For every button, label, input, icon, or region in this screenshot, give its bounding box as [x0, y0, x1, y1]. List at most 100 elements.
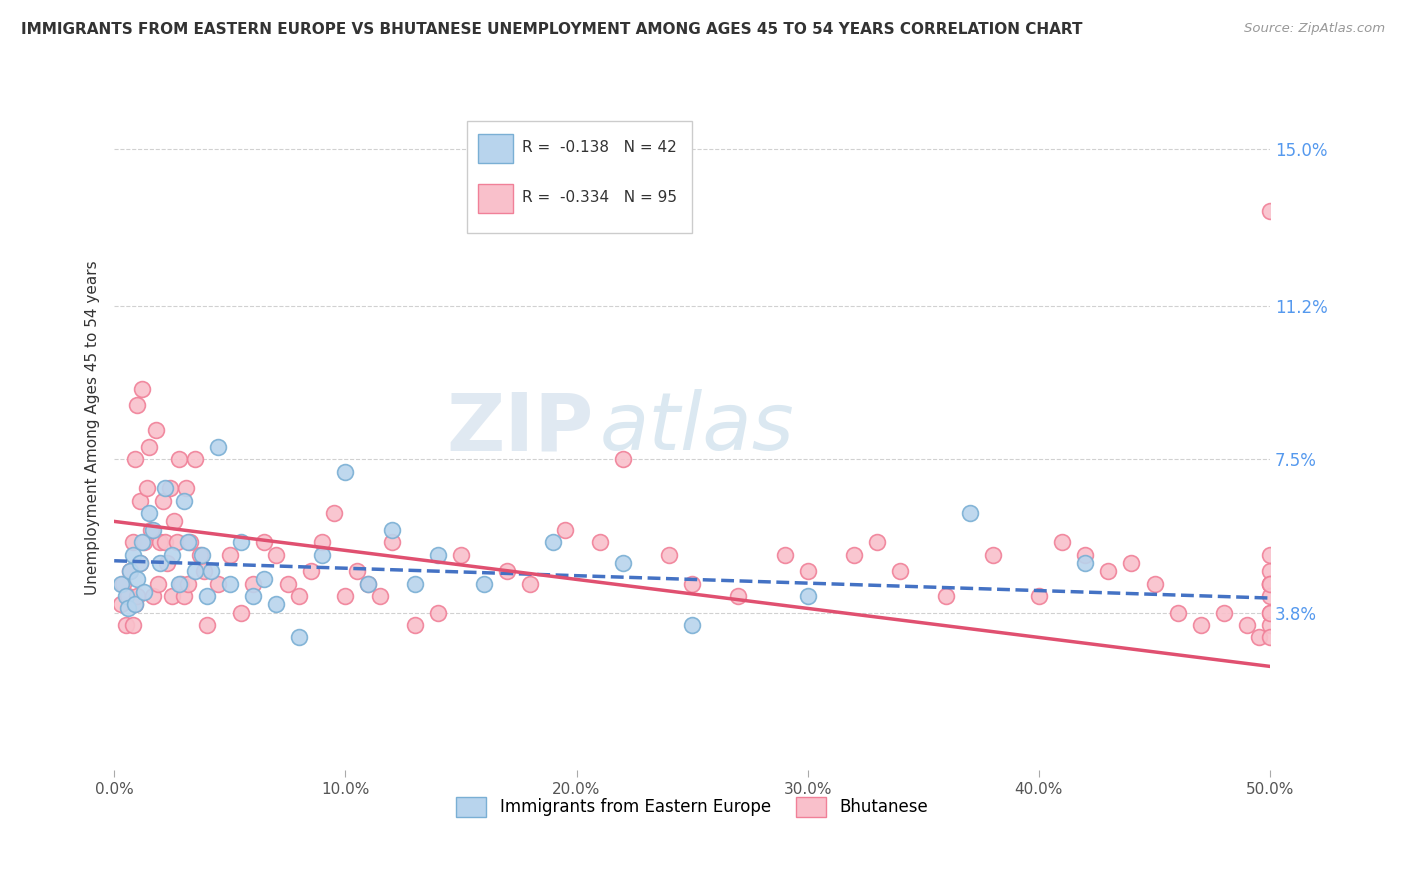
Point: [184, 564, 207, 578]
Point: [138, 506, 160, 520]
Point: [218, 576, 240, 591]
Point: [142, 523, 165, 537]
Point: [1258, 606, 1281, 620]
Text: atlas: atlas: [600, 389, 794, 467]
Point: [277, 576, 299, 591]
Point: [368, 589, 391, 603]
Point: [381, 523, 404, 537]
Point: [1236, 618, 1258, 632]
Point: [242, 576, 264, 591]
Point: [177, 535, 200, 549]
Point: [242, 589, 264, 603]
Point: [311, 548, 333, 562]
Point: [160, 589, 183, 603]
Legend: Immigrants from Eastern Europe, Bhutanese: Immigrants from Eastern Europe, Bhutanes…: [450, 790, 935, 823]
Point: [842, 548, 865, 562]
Point: [1258, 564, 1281, 578]
Point: [127, 589, 149, 603]
Point: [110, 576, 132, 591]
Text: R =  -0.138   N = 42: R = -0.138 N = 42: [522, 140, 676, 155]
Point: [357, 576, 380, 591]
Point: [450, 548, 472, 562]
Point: [658, 548, 681, 562]
Point: [335, 465, 357, 479]
Y-axis label: Unemployment Among Ages 45 to 54 years: Unemployment Among Ages 45 to 54 years: [86, 260, 100, 596]
Point: [1258, 606, 1281, 620]
Point: [141, 523, 163, 537]
Point: [866, 535, 889, 549]
Point: [117, 601, 139, 615]
Point: [311, 535, 333, 549]
Point: [195, 589, 218, 603]
Point: [128, 493, 150, 508]
Point: [796, 564, 818, 578]
Point: [796, 589, 818, 603]
Point: [124, 452, 146, 467]
Point: [1258, 548, 1281, 562]
Point: [191, 548, 214, 562]
Point: [231, 606, 253, 620]
Point: [173, 493, 195, 508]
Point: [160, 548, 183, 562]
Point: [131, 382, 153, 396]
Point: [145, 423, 167, 437]
Point: [167, 452, 190, 467]
Point: [1028, 589, 1050, 603]
Point: [207, 576, 229, 591]
Point: [1258, 576, 1281, 591]
Text: Source: ZipAtlas.com: Source: ZipAtlas.com: [1244, 22, 1385, 36]
Point: [128, 556, 150, 570]
Point: [170, 576, 193, 591]
Point: [124, 597, 146, 611]
Point: [959, 506, 981, 520]
Point: [149, 535, 172, 549]
Point: [179, 535, 201, 549]
Point: [121, 618, 143, 632]
Point: [554, 523, 576, 537]
Point: [1258, 618, 1281, 632]
Point: [138, 440, 160, 454]
Point: [1143, 576, 1166, 591]
Point: [142, 589, 165, 603]
Point: [889, 564, 911, 578]
Point: [357, 576, 380, 591]
Point: [381, 535, 404, 549]
Point: [253, 535, 276, 549]
Point: [121, 548, 143, 562]
Point: [681, 618, 703, 632]
Point: [773, 548, 796, 562]
Point: [1212, 606, 1234, 620]
Point: [519, 576, 541, 591]
Point: [681, 576, 703, 591]
Point: [184, 452, 207, 467]
Point: [177, 576, 200, 591]
Point: [114, 589, 136, 603]
Point: [188, 548, 211, 562]
Point: [174, 481, 197, 495]
Point: [231, 535, 253, 549]
Point: [135, 481, 157, 495]
Point: [173, 589, 195, 603]
Point: [346, 564, 368, 578]
Text: IMMIGRANTS FROM EASTERN EUROPE VS BHUTANESE UNEMPLOYMENT AMONG AGES 45 TO 54 YEA: IMMIGRANTS FROM EASTERN EUROPE VS BHUTAN…: [21, 22, 1083, 37]
Text: R =  -0.334   N = 95: R = -0.334 N = 95: [522, 190, 678, 205]
Point: [322, 506, 344, 520]
Point: [935, 589, 957, 603]
Point: [426, 606, 449, 620]
Point: [472, 576, 495, 591]
Point: [612, 452, 634, 467]
Point: [264, 597, 287, 611]
Point: [207, 440, 229, 454]
Point: [153, 535, 176, 549]
Point: [159, 481, 181, 495]
Point: [1097, 564, 1119, 578]
Point: [128, 556, 150, 570]
Point: [1074, 556, 1097, 570]
Point: [589, 535, 612, 549]
Point: [127, 398, 149, 412]
Point: [1050, 535, 1073, 549]
FancyBboxPatch shape: [467, 120, 692, 234]
Point: [612, 556, 634, 570]
Point: [149, 556, 172, 570]
Point: [404, 618, 426, 632]
